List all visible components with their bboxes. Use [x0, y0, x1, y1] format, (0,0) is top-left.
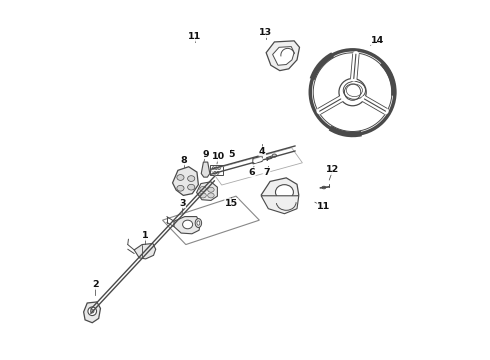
Ellipse shape: [322, 186, 326, 189]
Text: 1: 1: [142, 231, 148, 240]
Ellipse shape: [208, 193, 214, 198]
Ellipse shape: [218, 167, 220, 170]
Text: 11: 11: [188, 32, 201, 41]
Text: 13: 13: [259, 28, 272, 37]
Ellipse shape: [217, 171, 219, 174]
Ellipse shape: [208, 187, 214, 192]
Text: 8: 8: [181, 156, 187, 165]
Polygon shape: [266, 41, 299, 71]
Text: 9: 9: [202, 150, 209, 159]
Ellipse shape: [188, 184, 195, 190]
Polygon shape: [172, 167, 198, 195]
Ellipse shape: [197, 221, 200, 225]
Text: 7: 7: [263, 168, 270, 177]
Text: 2: 2: [92, 280, 98, 289]
Ellipse shape: [272, 154, 276, 157]
Text: 15: 15: [225, 199, 238, 208]
Text: 11: 11: [317, 202, 331, 211]
Text: 10: 10: [212, 152, 225, 161]
Ellipse shape: [214, 171, 216, 174]
Ellipse shape: [177, 175, 184, 180]
Circle shape: [88, 307, 97, 316]
Text: 6: 6: [248, 168, 255, 177]
Polygon shape: [196, 182, 218, 201]
Polygon shape: [253, 156, 262, 164]
Ellipse shape: [188, 176, 195, 181]
Ellipse shape: [195, 219, 201, 228]
Polygon shape: [174, 217, 200, 234]
Ellipse shape: [200, 193, 206, 198]
Polygon shape: [261, 196, 299, 214]
Ellipse shape: [177, 185, 184, 191]
Ellipse shape: [275, 185, 294, 200]
Polygon shape: [134, 243, 156, 259]
Polygon shape: [201, 162, 210, 177]
Circle shape: [91, 310, 94, 313]
Polygon shape: [261, 178, 299, 204]
Polygon shape: [84, 302, 100, 323]
Text: 12: 12: [326, 166, 340, 175]
Ellipse shape: [183, 220, 193, 229]
Polygon shape: [272, 46, 294, 65]
Ellipse shape: [212, 167, 215, 170]
Ellipse shape: [215, 167, 218, 170]
Text: 14: 14: [371, 36, 384, 45]
Text: 3: 3: [179, 199, 186, 208]
Ellipse shape: [200, 186, 206, 192]
Text: 5: 5: [228, 150, 235, 159]
Text: 4: 4: [259, 147, 266, 156]
